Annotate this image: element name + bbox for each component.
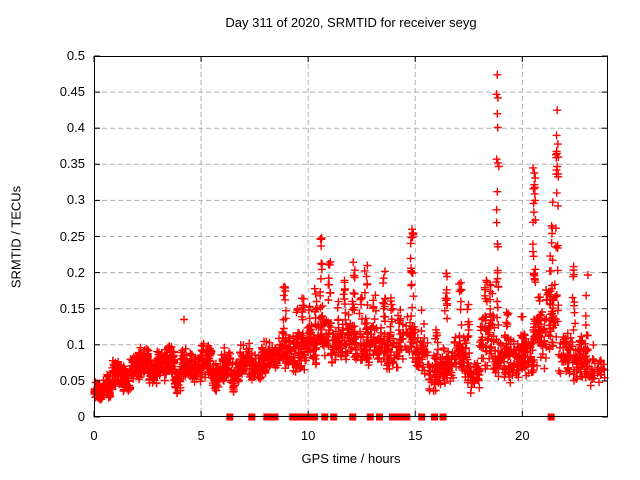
y-tick-label: 0.3 (66, 192, 85, 208)
x-tick-label: 20 (515, 428, 530, 443)
y-tick-label: 0.4 (66, 120, 85, 136)
x-tick-label: 0 (90, 428, 98, 443)
y-tick-label: 0.35 (59, 156, 85, 172)
y-tick-label: 0.5 (66, 48, 85, 63)
x-tick-label: 15 (408, 428, 423, 443)
x-tick-label: 10 (300, 428, 316, 443)
y-tick-label: 0 (77, 409, 85, 424)
chart-title: Day 311 of 2020, SRMTID for receiver sey… (225, 15, 477, 30)
x-tick-label: 5 (197, 428, 205, 443)
y-tick-label: 0.25 (59, 228, 85, 244)
y-tick-label: 0.1 (66, 336, 85, 352)
scatter-plot (90, 55, 609, 421)
y-tick-label: 0.15 (59, 300, 85, 316)
y-tick-label: 0.45 (59, 84, 85, 100)
x-axis-label: GPS time / hours (301, 451, 401, 466)
y-tick-label: 0.2 (66, 264, 85, 280)
plot-area (90, 55, 609, 421)
y-tick-label: 0.05 (59, 372, 85, 388)
